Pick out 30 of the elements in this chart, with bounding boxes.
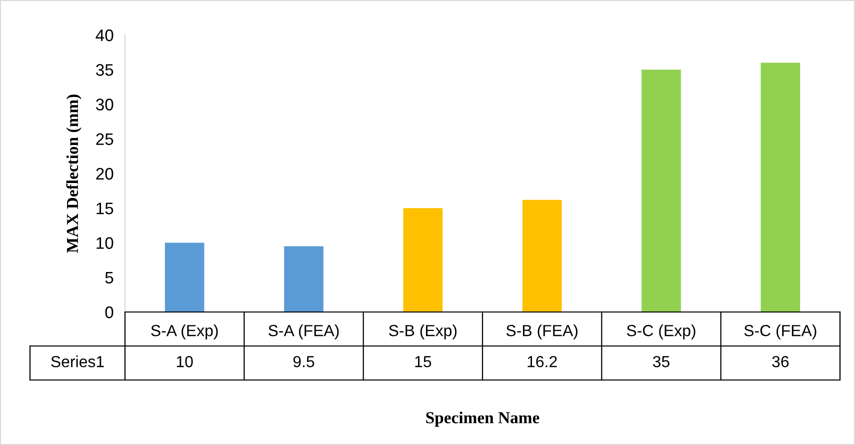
bar — [164, 242, 204, 312]
y-tick-label: 35 — [96, 64, 114, 76]
bar — [642, 70, 681, 312]
bar — [284, 246, 324, 312]
data-label: 9.5 — [293, 356, 314, 368]
data-label: 10 — [176, 356, 193, 368]
y-axis-title: MAX Deflection (mm) — [66, 94, 82, 253]
y-tick-label: 20 — [96, 168, 114, 180]
y-tick-label: 5 — [105, 272, 114, 284]
x-tick-label: S-B (Exp) — [389, 324, 457, 340]
data-label: 36 — [772, 356, 789, 368]
x-tick-label: S-A (FEA) — [268, 324, 339, 340]
bar — [760, 62, 800, 312]
data-label: 16.2 — [528, 356, 557, 368]
y-tick-label: 30 — [96, 98, 114, 110]
x-tick-label: S-B (FEA) — [506, 324, 578, 340]
y-tick-label: 40 — [96, 29, 114, 42]
data-label: 35 — [652, 356, 670, 368]
bar — [522, 200, 562, 312]
text: Series1 — [51, 356, 104, 368]
x-tick-label: S-C (FEA) — [744, 324, 816, 340]
y-tick-label: 25 — [96, 133, 114, 146]
data-label: 15 — [415, 356, 432, 368]
x-tick-label: S-A (Exp) — [151, 324, 218, 340]
y-tick-label: 15 — [96, 202, 114, 214]
y-tick-label: 10 — [96, 237, 114, 249]
x-tick-label: S-C (Exp) — [626, 324, 696, 340]
y-tick-label: 0 — [105, 306, 114, 318]
bar — [403, 208, 443, 312]
x-axis-title: Specimen Name — [426, 412, 540, 427]
